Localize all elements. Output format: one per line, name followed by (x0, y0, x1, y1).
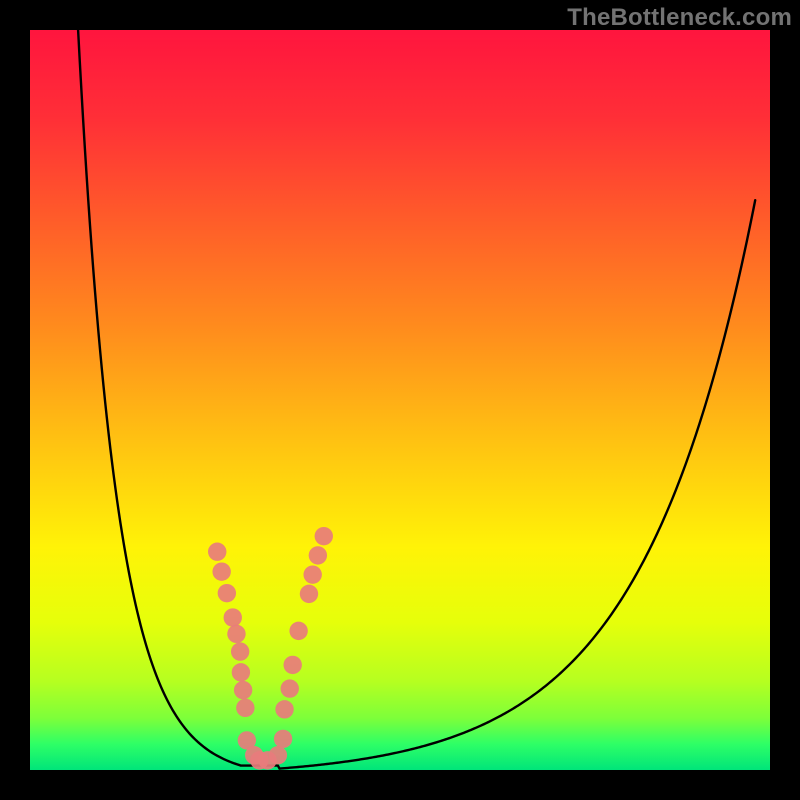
watermark-label: TheBottleneck.com (567, 4, 792, 32)
curve-marker (236, 699, 254, 717)
plot-background (30, 30, 770, 770)
curve-marker (269, 746, 287, 764)
chart-stage: TheBottleneck.com (0, 0, 800, 800)
curve-marker (208, 543, 226, 561)
curve-marker (232, 663, 250, 681)
curve-marker (218, 584, 236, 602)
curve-marker (234, 681, 252, 699)
curve-marker (284, 656, 302, 674)
curve-marker (275, 700, 293, 718)
bottleneck-chart (0, 0, 800, 800)
curve-marker (309, 546, 327, 564)
curve-marker (315, 527, 333, 545)
curve-marker (281, 679, 299, 697)
curve-marker (227, 625, 245, 643)
curve-marker (212, 562, 230, 580)
curve-marker (289, 622, 307, 640)
curve-marker (303, 565, 321, 583)
curve-marker (231, 642, 249, 660)
curve-marker (224, 608, 242, 626)
curve-marker (274, 730, 292, 748)
curve-marker (300, 585, 318, 603)
